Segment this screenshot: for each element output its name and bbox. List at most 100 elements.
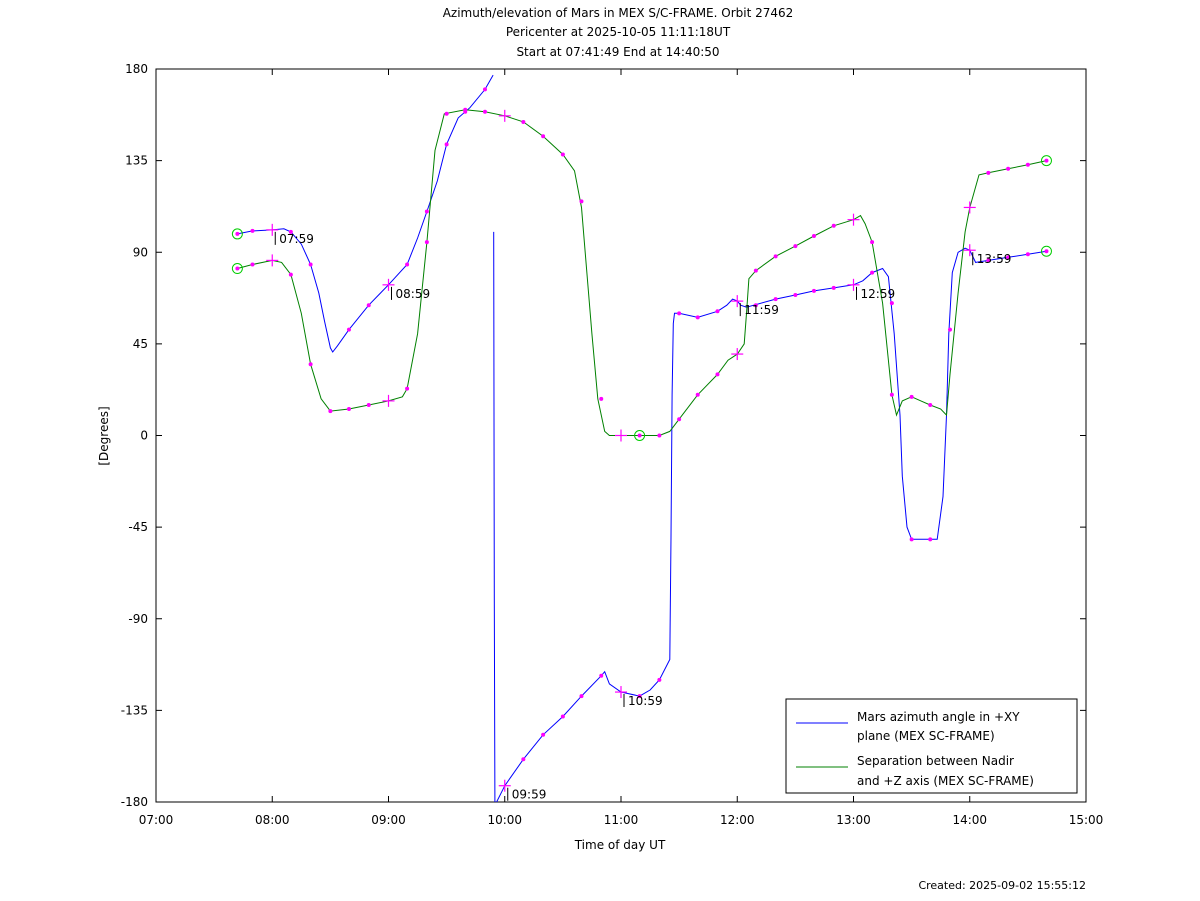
x-tick-label: 12:00 bbox=[720, 813, 755, 827]
legend-label-separation-line-2: and +Z axis (MEX SC-FRAME) bbox=[857, 774, 1034, 788]
data-point-separation bbox=[657, 433, 662, 438]
time-annotation-label: 08:59 bbox=[396, 287, 431, 301]
y-tick-label: 0 bbox=[140, 429, 148, 443]
time-annotation-label: 11:59 bbox=[744, 303, 779, 317]
legend: Mars azimuth angle in +XY plane (MEX SC-… bbox=[785, 698, 1078, 794]
hour-mark-azimuth bbox=[963, 244, 976, 257]
hour-mark-separation bbox=[266, 254, 279, 267]
data-point-separation bbox=[366, 402, 371, 407]
x-tick-label: 08:00 bbox=[255, 813, 290, 827]
x-tick-label: 09:00 bbox=[371, 813, 406, 827]
hour-mark-separation bbox=[731, 348, 744, 361]
axis-ticks: 07:00 08:00 09:00 10:00 11:00 12:00 13:00 14:00… bbox=[121, 62, 1104, 827]
data-point-azimuth bbox=[521, 757, 526, 762]
data-point-separation bbox=[947, 327, 952, 332]
data-point-separation bbox=[715, 372, 720, 377]
hour-mark-azimuth bbox=[847, 278, 860, 291]
data-point-separation bbox=[308, 362, 313, 367]
data-point-azimuth bbox=[773, 297, 778, 302]
data-point-separation bbox=[599, 396, 604, 401]
data-point-separation bbox=[986, 170, 991, 175]
data-point-azimuth bbox=[986, 258, 991, 263]
x-tick-label: 10:00 bbox=[487, 813, 522, 827]
data-point-azimuth bbox=[541, 732, 546, 737]
data-point-separation bbox=[560, 152, 565, 157]
data-point-azimuth bbox=[482, 87, 487, 92]
data-point-azimuth bbox=[1025, 252, 1030, 257]
time-annotation-label: 10:59 bbox=[628, 694, 663, 708]
data-point-azimuth bbox=[657, 677, 662, 682]
time-annotation-label: 12:59 bbox=[861, 287, 896, 301]
time-annotations: 07:59 08:59 09:59 10:59 11:59 12:59 13:59 bbox=[274, 231, 1012, 802]
time-annotation-label: 13:59 bbox=[977, 252, 1012, 266]
data-point-separation bbox=[773, 254, 778, 259]
data-point-separation bbox=[753, 268, 758, 273]
endpoint-dot-separation bbox=[637, 433, 642, 438]
data-point-azimuth bbox=[677, 311, 682, 316]
x-tick-label: 15:00 bbox=[1069, 813, 1104, 827]
endpoint-dot-azimuth bbox=[1044, 249, 1049, 254]
data-point-separation bbox=[1006, 166, 1011, 171]
legend-label-azimuth-line-1: Mars azimuth angle in +XY bbox=[857, 710, 1020, 724]
y-tick-label: 45 bbox=[133, 337, 148, 351]
time-annotation-label: 09:59 bbox=[512, 788, 547, 802]
data-point-separation bbox=[288, 272, 293, 277]
marker-layer bbox=[231, 87, 1052, 792]
data-point-azimuth bbox=[424, 209, 429, 214]
data-point-azimuth bbox=[695, 315, 700, 320]
legend-box bbox=[785, 698, 1078, 794]
x-axis-label: Time of day UT bbox=[574, 838, 666, 852]
endpoint-circle-azimuth bbox=[231, 228, 243, 240]
data-point-azimuth bbox=[308, 262, 313, 267]
data-point-azimuth bbox=[870, 270, 875, 275]
data-point-separation bbox=[928, 402, 933, 407]
data-point-separation bbox=[424, 240, 429, 245]
y-tick-label: 135 bbox=[125, 154, 148, 168]
series-line-azimuth bbox=[493, 231, 496, 803]
series-line-separation bbox=[237, 109, 1047, 436]
y-tick-label: 180 bbox=[125, 62, 148, 76]
data-point-separation bbox=[250, 262, 255, 267]
data-point-separation bbox=[463, 107, 468, 112]
data-point-azimuth bbox=[889, 301, 894, 306]
data-point-separation bbox=[793, 244, 798, 249]
endpoint-dot-separation bbox=[235, 266, 240, 271]
y-tick-label: 90 bbox=[133, 245, 148, 259]
hour-mark-separation bbox=[847, 213, 860, 226]
x-tick-label: 07:00 bbox=[139, 813, 174, 827]
y-tick-label: -180 bbox=[121, 795, 148, 809]
hour-mark-separation bbox=[498, 109, 511, 122]
series-layer bbox=[237, 74, 1047, 803]
data-point-separation bbox=[541, 134, 546, 139]
data-point-separation bbox=[405, 386, 410, 391]
data-point-separation bbox=[1025, 162, 1030, 167]
data-point-azimuth bbox=[599, 673, 604, 678]
data-point-separation bbox=[831, 223, 836, 228]
hour-mark-separation bbox=[382, 394, 395, 407]
hour-mark-azimuth bbox=[498, 779, 511, 792]
data-point-azimuth bbox=[560, 714, 565, 719]
data-point-azimuth bbox=[250, 228, 255, 233]
hour-mark-azimuth bbox=[615, 686, 627, 699]
legend-label-azimuth-line-2: plane (MEX SC-FRAME) bbox=[857, 729, 995, 743]
x-tick-label: 11:00 bbox=[604, 813, 639, 827]
chart-title-line-3: Start at 07:41:49 End at 14:40:50 bbox=[516, 45, 719, 59]
data-point-separation bbox=[346, 407, 351, 412]
data-point-azimuth bbox=[928, 537, 933, 542]
endpoint-circle-separation bbox=[1040, 155, 1052, 167]
data-point-separation bbox=[521, 119, 526, 124]
series-line-azimuth bbox=[237, 74, 494, 353]
data-point-azimuth bbox=[715, 309, 720, 314]
x-tick-label: 14:00 bbox=[952, 813, 987, 827]
hour-mark-separation bbox=[963, 201, 976, 214]
data-point-azimuth bbox=[346, 327, 351, 332]
data-point-azimuth bbox=[753, 303, 758, 308]
endpoint-dot-separation bbox=[1044, 158, 1049, 163]
legend-label-separation-line-1: Separation between Nadir bbox=[857, 754, 1014, 768]
endpoint-dot-azimuth bbox=[235, 231, 240, 236]
data-point-separation bbox=[579, 199, 584, 204]
data-point-separation bbox=[444, 111, 449, 116]
data-point-azimuth bbox=[288, 229, 293, 234]
data-point-azimuth bbox=[793, 293, 798, 298]
